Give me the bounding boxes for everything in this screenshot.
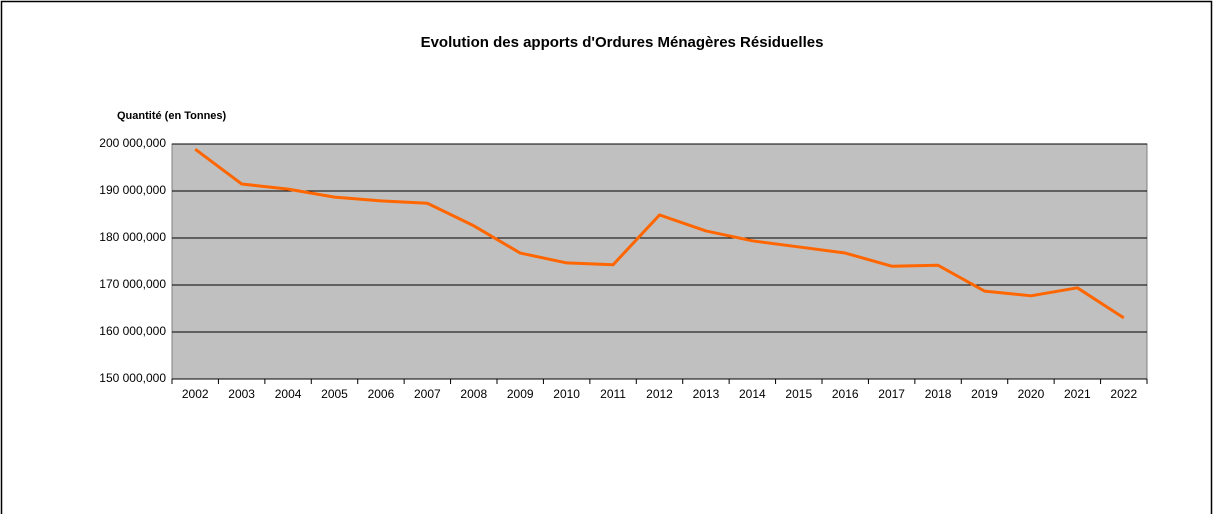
y-tick-label: 170 000,000 (99, 277, 166, 291)
y-tick-label: 160 000,000 (99, 324, 166, 338)
x-tick-label: 2021 (1064, 387, 1091, 401)
x-tick-label: 2011 (600, 387, 626, 401)
x-tick-label: 2006 (368, 387, 395, 401)
x-tick-label: 2014 (739, 387, 766, 401)
x-tick-label: 2012 (646, 387, 673, 401)
x-tick-label: 2004 (275, 387, 302, 401)
y-tick-label: 200 000,000 (99, 136, 166, 150)
x-tick-label: 2002 (182, 387, 209, 401)
data-line (194, 147, 1125, 320)
x-tick-label: 2013 (693, 387, 720, 401)
x-tick-label: 2015 (785, 387, 812, 401)
x-tick-label: 2022 (1110, 387, 1137, 401)
x-tick-label: 2019 (971, 387, 998, 401)
x-tick-label: 2003 (228, 387, 255, 401)
x-tick-label: 2017 (878, 387, 905, 401)
x-tick-label: 2016 (832, 387, 859, 401)
x-tick-label: 2008 (460, 387, 487, 401)
x-tick-label: 2010 (553, 387, 580, 401)
y-tick-label: 190 000,000 (99, 183, 166, 197)
x-tick-label: 2007 (414, 387, 441, 401)
y-axis-label: Quantité (en Tonnes) (117, 110, 227, 122)
x-tick-label: 2009 (507, 387, 534, 401)
plot-area (171, 143, 1148, 380)
x-tick-label: 2020 (1018, 387, 1045, 401)
x-tick-label: 2005 (321, 387, 348, 401)
y-tick-label: 180 000,000 (99, 230, 166, 244)
y-tick-label: 150 000,000 (99, 371, 166, 385)
chart-title: Evolution des apports d'Ordures Ménagère… (421, 34, 824, 51)
x-tick-label: 2018 (925, 387, 952, 401)
